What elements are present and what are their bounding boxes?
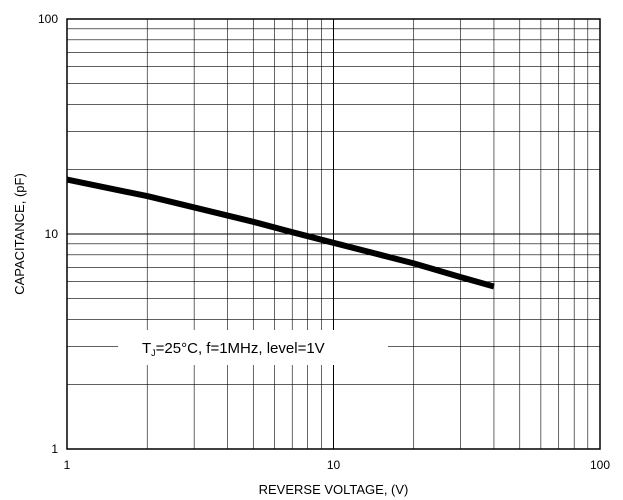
y-tick-label: 100 (38, 12, 58, 26)
y-tick-label: 10 (45, 227, 59, 241)
annotation: TJ=25°C, f=1MHz, level=1V (142, 340, 325, 358)
y-tick-label: 1 (51, 442, 58, 456)
annotation-background (118, 330, 388, 365)
series-line (66, 176, 495, 290)
plot-frame (66, 18, 601, 450)
annotation-subscript: J (151, 348, 156, 358)
x-axis-title: REVERSE VOLTAGE, (V) (259, 482, 409, 497)
grid (67, 19, 600, 449)
annotation-group: TJ=25°C, f=1MHz, level=1V (118, 330, 388, 365)
x-tick-label: 10 (327, 458, 341, 472)
tick-labels: 1 10 100 1 10 100 (38, 12, 610, 472)
x-tick-label: 100 (590, 458, 610, 472)
annotation-rest: =25°C, f=1MHz, level=1V (156, 340, 325, 357)
annotation-prefix: T (142, 340, 151, 357)
y-axis-title: CAPACITANCE, (pF) (12, 173, 27, 295)
x-tick-label: 1 (64, 458, 71, 472)
series-layer (66, 176, 495, 290)
